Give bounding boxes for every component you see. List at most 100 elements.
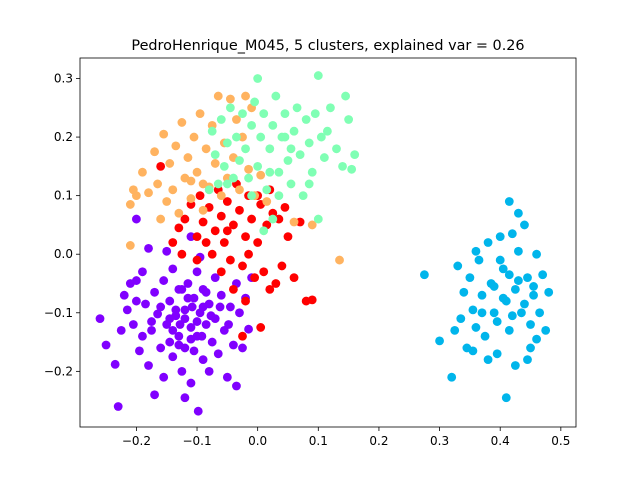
cluster-4-point [219,161,229,171]
cluster-2-point [241,232,250,242]
cluster-1-point [183,293,193,303]
cluster-4-point [250,97,260,107]
cluster-5-point [435,336,444,346]
cluster-2-point [222,197,232,206]
cluster-3-point [201,144,211,154]
cluster-4-point [232,132,241,142]
cluster-1-point [95,314,105,324]
cluster-1-point [165,337,175,347]
cluster-1-point [216,290,226,300]
cluster-5-point [507,229,517,239]
cluster-4-point [225,103,235,113]
cluster-4-point [229,173,238,183]
cluster-2-point [253,238,263,247]
cluster-5-point [510,361,520,370]
cluster-3-point [210,159,220,168]
cluster-2-point [256,323,266,332]
cluster-1-point [122,305,132,315]
cluster-2-point [168,238,178,247]
x-tick-label: −0.2 [122,434,151,448]
cluster-2-point [216,211,226,221]
cluster-4-point [350,150,360,160]
cluster-3-point [244,164,253,174]
cluster-3-point [162,197,172,206]
cluster-1-point [232,381,241,391]
cluster-1-point [180,393,190,403]
cluster-4-point [207,126,217,136]
cluster-1-point [189,346,199,356]
cluster-4-point [268,214,278,224]
cluster-5-point [450,325,460,335]
cluster-4-point [338,161,347,171]
cluster-5-point [544,287,554,297]
x-tick-label: 0.5 [551,434,570,448]
x-tick-label: 0.0 [248,434,267,448]
cluster-3-point [165,159,175,168]
cluster-3-point [156,214,166,224]
cluster-1-point [156,343,166,353]
cluster-5-point [507,311,517,321]
cluster-3-point [225,94,235,104]
plot-frame [79,57,577,428]
cluster-2-point [195,191,205,201]
cluster-4-point [256,132,266,142]
cluster-3-point [241,91,250,101]
cluster-5-point [520,299,529,309]
cluster-5-point [453,261,463,271]
cluster-4-point [262,185,272,195]
cluster-2-point [235,205,244,215]
cluster-4-point [301,115,311,124]
cluster-2-point [229,284,238,294]
cluster-2-point [229,220,238,230]
cluster-4-point [289,126,299,136]
cluster-1-point [165,296,175,306]
cluster-1-point [138,331,147,341]
cluster-4-point [304,138,314,148]
cluster-2-point [219,238,229,247]
cluster-2-point [289,273,299,283]
cluster-5-point [535,308,545,318]
cluster-1-point [222,372,232,382]
cluster-1-point [192,317,202,326]
cluster-5-point [456,314,466,324]
cluster-1-point [204,366,214,376]
cluster-4-point [286,144,296,154]
cluster-4-point [241,144,250,154]
cluster-1-point [141,299,150,309]
cluster-5-point [529,290,538,300]
cluster-2-point [241,296,250,306]
cluster-3-point [144,188,153,198]
cluster-2-point [174,223,184,233]
cluster-2-point [271,279,281,288]
cluster-1-point [159,276,169,285]
cluster-3-point [335,255,344,265]
cluster-1-point [156,302,166,312]
cluster-1-point [183,279,193,288]
y-tick-label: 0.3 [54,72,73,86]
cluster-4-point [274,191,284,201]
cluster-3-point [216,191,226,201]
cluster-2-point [156,161,166,171]
cluster-1-point [116,325,126,335]
cluster-1-point [153,309,163,319]
cluster-4-point [204,185,214,195]
cluster-5-point [420,270,429,280]
cluster-5-point [498,293,508,303]
cluster-3-point [262,197,272,206]
cluster-3-point [177,118,187,127]
cluster-1-point [235,308,244,318]
cluster-4-point [247,191,256,201]
cluster-2-point [216,267,226,277]
cluster-4-point [313,214,323,224]
cluster-4-point [210,150,220,160]
cluster-5-point [532,334,541,344]
cluster-3-point [289,217,299,227]
cluster-4-point [332,144,341,154]
x-tick-label: 0.4 [491,434,510,448]
cluster-5-point [520,220,529,230]
cluster-1-point [150,287,159,297]
cluster-5-point [471,246,481,256]
cluster-4-point [238,109,247,119]
cluster-2-point [192,232,202,242]
cluster-2-point [198,217,208,227]
